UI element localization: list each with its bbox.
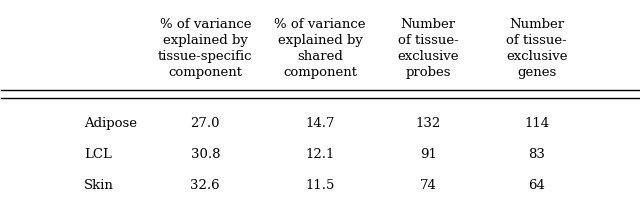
Text: 91: 91 <box>420 148 436 161</box>
Text: Adipose: Adipose <box>84 117 137 130</box>
Text: Number
of tissue-
exclusive
genes: Number of tissue- exclusive genes <box>506 18 568 79</box>
Text: LCL: LCL <box>84 148 112 161</box>
Text: 14.7: 14.7 <box>305 117 335 130</box>
Text: Skin: Skin <box>84 179 114 192</box>
Text: 114: 114 <box>524 117 549 130</box>
Text: 30.8: 30.8 <box>191 148 220 161</box>
Text: 74: 74 <box>420 179 436 192</box>
Text: 11.5: 11.5 <box>305 179 335 192</box>
Text: % of variance
explained by
tissue-specific
component: % of variance explained by tissue-specif… <box>158 18 253 79</box>
Text: 32.6: 32.6 <box>191 179 220 192</box>
Text: Number
of tissue-
exclusive
probes: Number of tissue- exclusive probes <box>397 18 459 79</box>
Text: 12.1: 12.1 <box>305 148 335 161</box>
Text: 64: 64 <box>528 179 545 192</box>
Text: % of variance
explained by
shared
component: % of variance explained by shared compon… <box>275 18 365 79</box>
Text: 83: 83 <box>528 148 545 161</box>
Text: 27.0: 27.0 <box>191 117 220 130</box>
Text: 132: 132 <box>416 117 441 130</box>
